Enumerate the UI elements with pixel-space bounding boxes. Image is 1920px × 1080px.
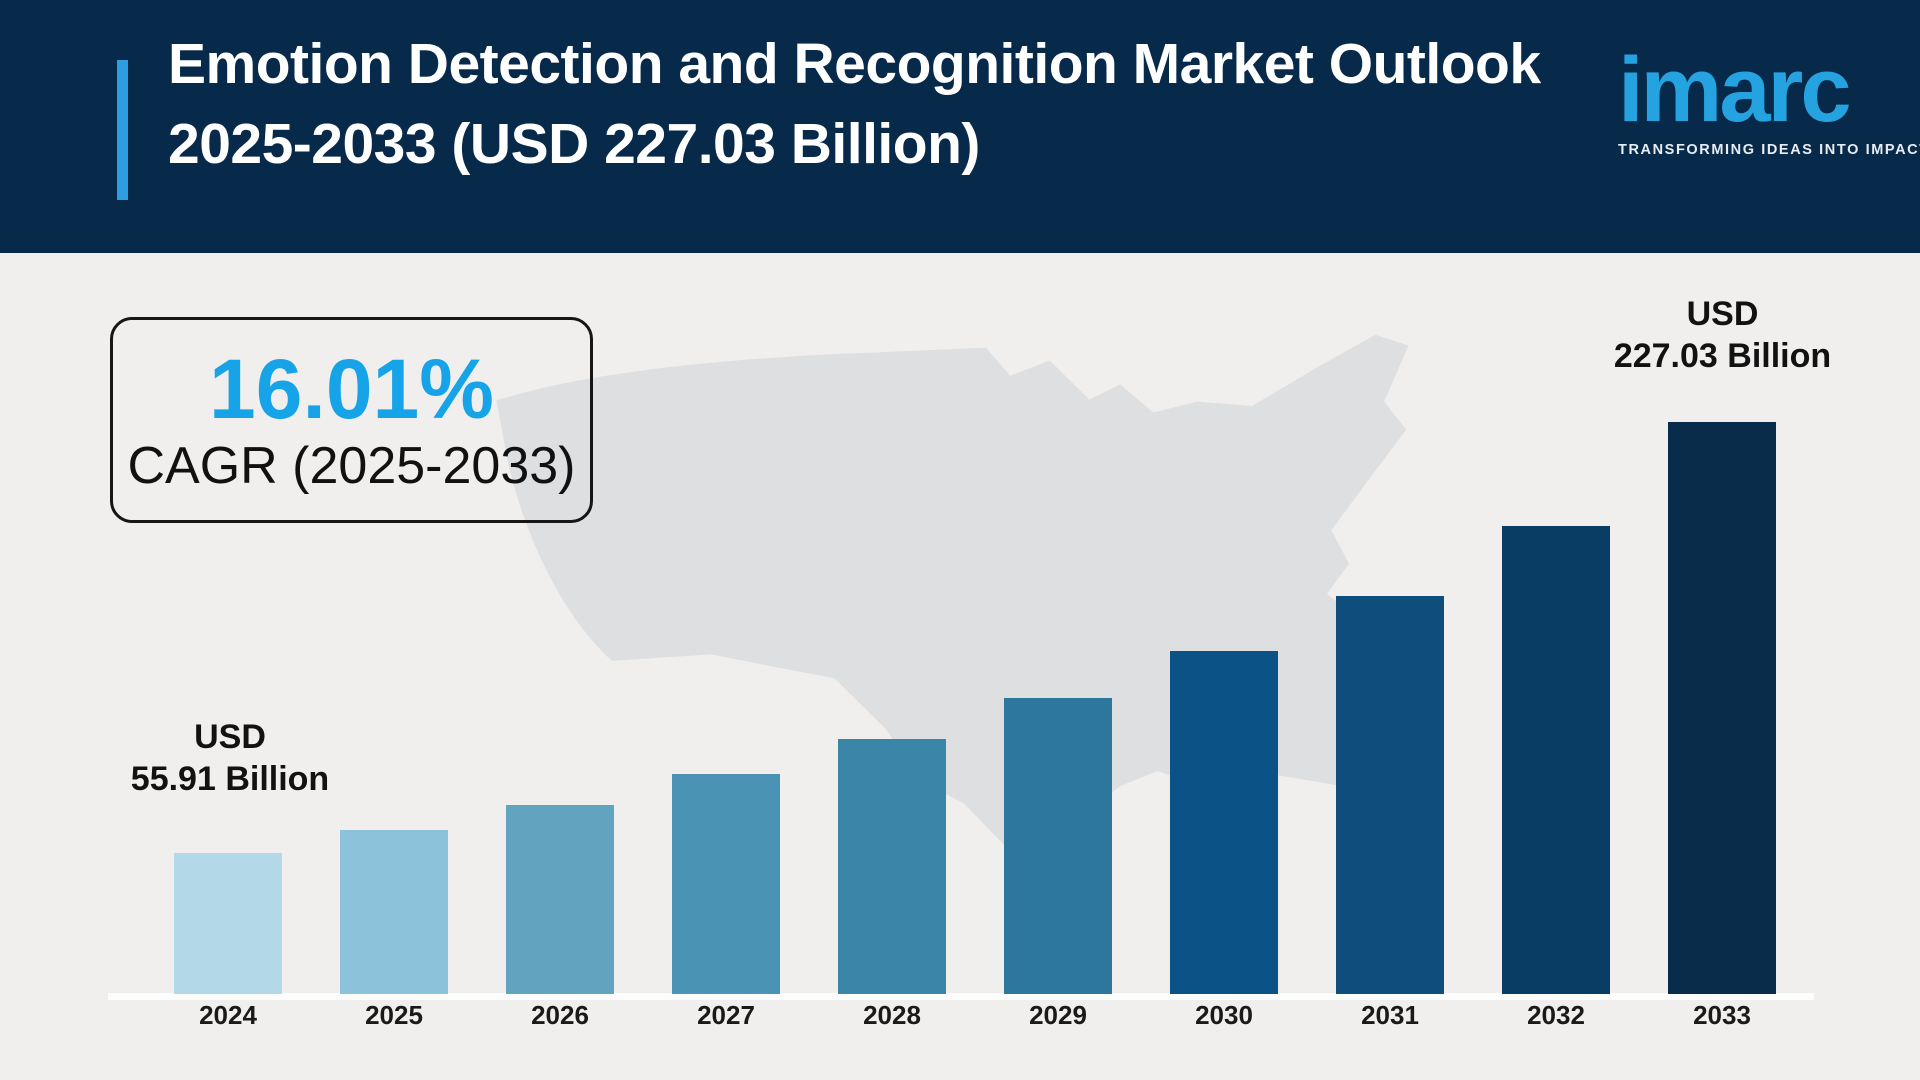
x-axis-label-2028: 2028 [863,1000,921,1030]
bar-2032 [1502,526,1610,994]
chart-baseline [108,993,1814,1000]
cagr-percent: 16.01% [209,342,494,436]
x-axis-label-2030: 2030 [1195,1000,1253,1030]
bar-2031 [1336,596,1444,994]
cagr-label: CAGR (2025-2033) [127,437,576,495]
last-bar-value-line1: USD [1686,295,1759,333]
first-bar-value-line1: USD [194,718,266,756]
first-bar-value-label: USD 55.91 Billion [90,716,370,800]
title-accent-bar [117,60,128,200]
imarc-logo: imarc TRANSFORMING IDEAS INTO IMPACT [1618,39,1920,158]
x-axis-label-2032: 2032 [1527,1000,1585,1030]
bar-2024 [174,853,282,994]
bar-2025 [340,830,448,994]
x-axis-label-2026: 2026 [531,1000,589,1030]
last-bar-value-line2: 227.03 Billion [1613,337,1832,375]
imarc-wordmark: imarc [1618,39,1852,141]
page-title-line1: Emotion Detection and Recognition Market… [168,32,1541,96]
bar-2030 [1170,651,1278,994]
header-band: Emotion Detection and Recognition Market… [0,0,1920,253]
bar-2033 [1668,422,1776,994]
bar-series [174,414,1776,994]
bar-2026 [506,805,614,994]
bar-2029 [1004,698,1112,994]
cagr-callout-box: 16.01% CAGR (2025-2033) [110,317,593,523]
x-axis-label-2029: 2029 [1029,1000,1087,1030]
imarc-tagline: TRANSFORMING IDEAS INTO IMPACT [1618,142,1920,158]
x-axis-label-2033: 2033 [1693,1000,1751,1030]
x-axis-label-2031: 2031 [1361,1000,1419,1030]
x-axis-label-2027: 2027 [697,1000,755,1030]
page-title-line2: 2025-2033 (USD 227.03 Billion) [168,112,980,176]
bar-2027 [672,774,780,994]
last-bar-value-label: USD 227.03 Billion [1565,293,1880,377]
x-axis-label-2025: 2025 [365,1000,423,1030]
bar-2028 [838,739,946,994]
first-bar-value-line2: 55.91 Billion [130,760,330,798]
page-title: Emotion Detection and Recognition Market… [168,24,1568,184]
x-axis-labels: 2024 2025 2026 2027 2028 2029 2030 2031 2032 2033 [174,1000,1776,1031]
x-axis-label-2024: 2024 [199,1000,257,1030]
